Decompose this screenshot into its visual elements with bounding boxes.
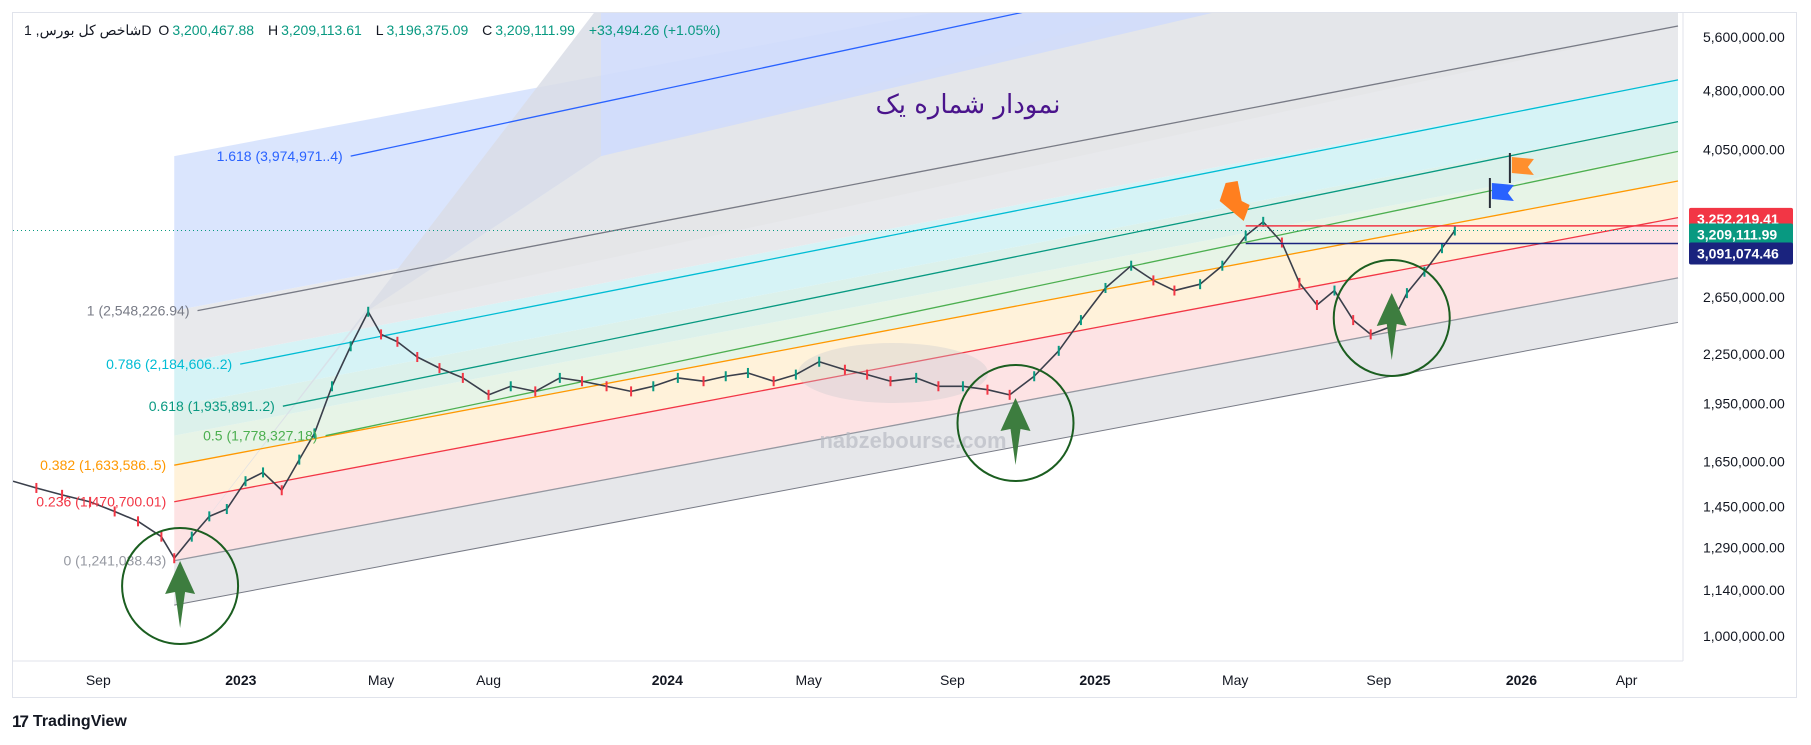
x-axis-panel: [13, 661, 1796, 697]
x-tick-label: May: [795, 672, 821, 688]
price-label-bg: [1689, 242, 1793, 265]
watermark-logo-icon: [798, 343, 988, 403]
highlight-circle: [956, 364, 1075, 482]
annotations: نمودار شماره یک: [121, 90, 1534, 645]
watermark-text: nabzebourse.com: [819, 428, 1006, 453]
y-tick-label: 4,800,000.00: [1703, 83, 1785, 99]
y-tick-label: 2,250,000.00: [1703, 346, 1785, 362]
fib-channel-lines: [174, 13, 1679, 606]
watermark: nabzebourse.com: [798, 343, 1007, 453]
price-label: 3,252,219.41: [1697, 211, 1779, 227]
fib-band-lower: [174, 277, 1679, 606]
y-tick-label: 1,000,000.00: [1703, 628, 1785, 644]
fib-line-1: [197, 25, 1679, 312]
fib-band-0.382: [174, 181, 1679, 502]
y-tick-label: 1,950,000.00: [1703, 396, 1785, 412]
highlight-circle: [1332, 259, 1451, 377]
x-tick-label: Sep: [940, 672, 965, 688]
y-axis-panel: [1683, 13, 1796, 697]
x-tick-label: 2024: [652, 672, 683, 688]
fib-channel-fills: [174, 13, 1679, 606]
fib-band-upper-grey: [368, 13, 1678, 311]
fib-line-0.786: [240, 79, 1679, 365]
x-tick-label: May: [1222, 672, 1248, 688]
high-value: 3,209,113.61: [281, 22, 362, 38]
x-tick-label: 2025: [1079, 672, 1110, 688]
horizontal-lines: [13, 225, 1678, 245]
fib-label-0.786: 0.786 (2,184,606..2): [106, 356, 232, 372]
fib-label-0.236: 0.236 (1,470,700.01): [36, 494, 166, 510]
fib-label-0.382: 0.382 (1,633,586..5): [40, 457, 166, 473]
chart-svg[interactable]: nabzebourse.com 0 (1,241,038.43) 0.236 (1…: [13, 13, 1797, 698]
change-value: +33,494.26 (+1.05%): [588, 22, 721, 38]
x-tick-label: 2026: [1506, 672, 1537, 688]
blue-flag-icon: [1491, 183, 1514, 201]
fib-line-0.5: [325, 150, 1679, 437]
low-label: L: [375, 22, 384, 38]
up-arrow-icon: [1000, 398, 1031, 465]
fib-line-0.382: [174, 180, 1679, 466]
fib-labels: 0 (1,241,038.43) 0.236 (1,470,700.01) 0.38…: [36, 148, 342, 569]
y-tick-label: 1,290,000.00: [1703, 539, 1785, 555]
x-tick-label: Aug: [476, 672, 501, 688]
open-label: O: [158, 22, 170, 38]
low-value: 3,196,375.09: [386, 22, 469, 38]
fib-label-0.5: 0.5 (1,778,327.18): [203, 428, 317, 444]
y-tick-label: 4,050,000.00: [1703, 142, 1785, 158]
x-tick-label: Sep: [1366, 672, 1391, 688]
chart-title: نمودار شماره یک: [875, 90, 1060, 120]
close-label: C: [482, 22, 493, 38]
fib-line-1.618: [350, 13, 1023, 157]
fib-line-0.236: [174, 217, 1679, 503]
fib-label-0.618: 0.618 (1,935,891..2): [149, 398, 275, 414]
high-label: H: [267, 22, 279, 38]
y-tick-label: 1,450,000.00: [1703, 499, 1785, 515]
fib-band-0.618: [174, 121, 1679, 436]
x-tick-label: Apr: [1616, 672, 1638, 688]
fib-line-lower: [174, 321, 1679, 606]
fib-triangle-blue: [600, 13, 1212, 157]
x-tick-label: Sep: [86, 672, 111, 688]
price-label-bg: [1689, 223, 1793, 246]
y-tick-label: 2,650,000.00: [1703, 289, 1785, 305]
open-value: 3,200,467.88: [172, 22, 255, 38]
tradingview-logo-icon: 17: [12, 712, 29, 731]
fib-band-0.236: [174, 217, 1679, 561]
orange-flag-icon: [1511, 157, 1534, 175]
fib-label-1.618: 1.618 (3,974,971..4): [217, 148, 343, 164]
fib-triangle-fill: [174, 13, 601, 561]
fib-label-1: 1 (2,548,226.94): [87, 303, 190, 319]
x-tick-label: 2023: [225, 672, 256, 688]
symbol-label[interactable]: شاخص کل بورس, 1D: [24, 22, 152, 38]
up-arrow-icon: [1376, 293, 1407, 360]
x-tick-label: May: [368, 672, 394, 688]
footer[interactable]: 17 TradingView: [12, 712, 127, 732]
price-label: 3,091,074.46: [1697, 246, 1779, 262]
y-tick-label: 5,600,000.00: [1703, 29, 1785, 45]
chart-frame[interactable]: nabzebourse.com 0 (1,241,038.43) 0.236 (1…: [12, 12, 1797, 698]
up-arrow-icon: [165, 561, 196, 628]
axes: 5,600,000.00 4,800,000.00 4,050,000.00 2,65…: [13, 13, 1796, 697]
price-label: 3,209,111.99: [1697, 227, 1777, 243]
highlight-circle: [121, 527, 240, 645]
y-tick-label: 1,140,000.00: [1703, 582, 1785, 598]
footer-brand: TradingView: [32, 713, 127, 730]
fib-line-0: [174, 277, 1679, 562]
fib-label-0: 0 (1,241,038.43): [63, 553, 166, 569]
fib-band-1: [174, 25, 1679, 365]
orange-arrow-icon: [1219, 181, 1250, 221]
fib-band-0.786: [174, 79, 1679, 407]
ohlc-legend: شاخص کل بورس, 1D O 3,200,467.88 H 3,209,11…: [24, 22, 730, 39]
close-value: 3,209,111.99: [495, 22, 575, 38]
y-tick-label: 1,650,000.00: [1703, 454, 1785, 470]
fib-line-0.618: [282, 120, 1679, 407]
